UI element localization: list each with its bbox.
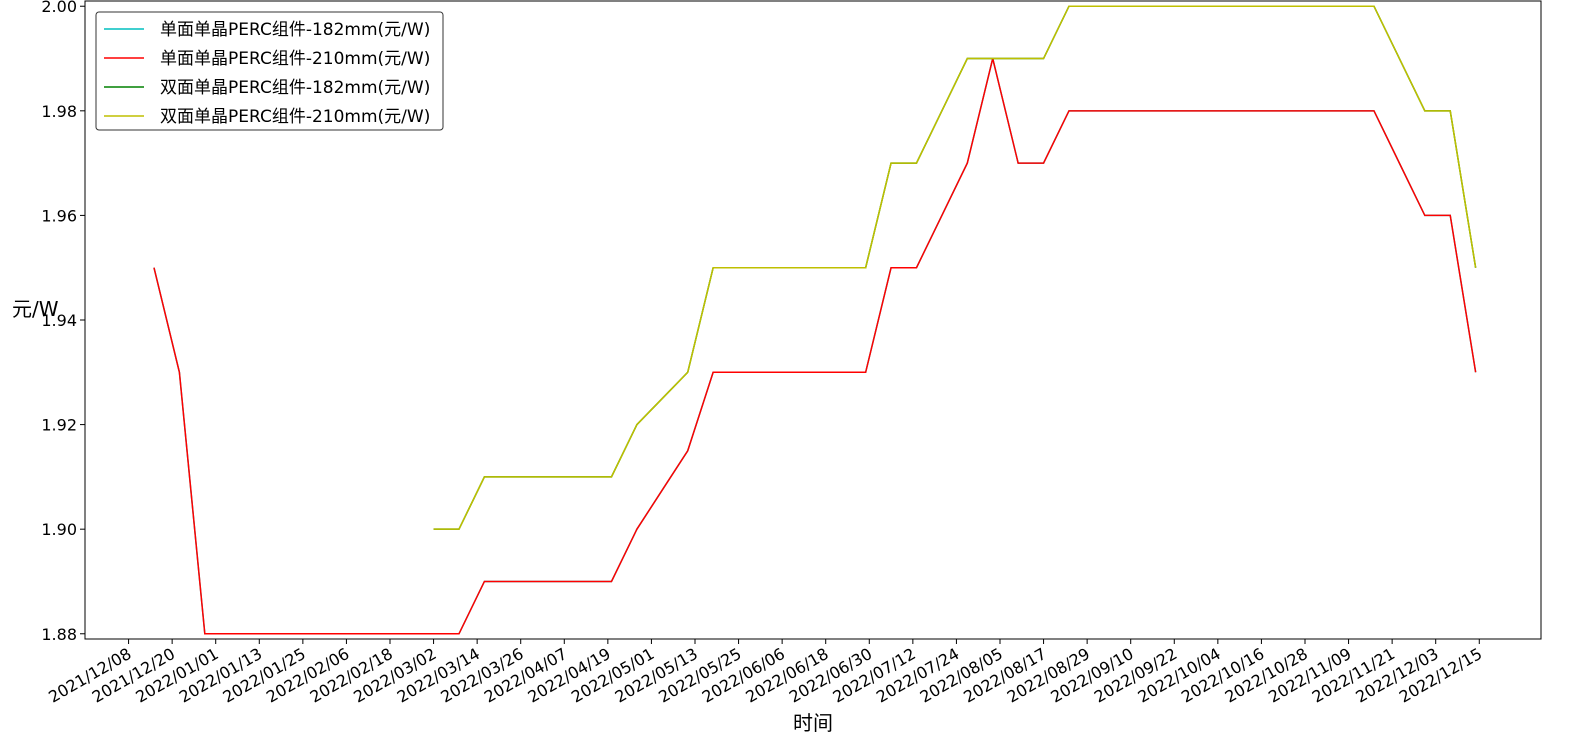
y-tick-label: 1.92	[41, 416, 77, 435]
legend-label: 双面单晶PERC组件-210mm(元/W)	[160, 107, 430, 127]
legend-box	[95, 11, 444, 131]
legend-label: 单面单晶PERC组件-210mm(元/W)	[160, 49, 430, 69]
y-tick-label: 1.88	[41, 625, 77, 644]
legend: 单面单晶PERC组件-182mm(元/W) 单面单晶PERC组件-210mm(元/…	[95, 11, 444, 131]
series-line	[153, 58, 1477, 635]
legend-label: 单面单晶PERC组件-182mm(元/W)	[160, 20, 430, 40]
plot-frame	[84, 0, 1542, 640]
x-axis-label: 时间	[793, 711, 833, 735]
y-tick-label: 1.98	[41, 102, 77, 121]
y-tick-label: 1.96	[41, 206, 77, 225]
y-tick-label: 1.90	[41, 520, 77, 539]
y-axis-label: 元/W	[12, 297, 59, 321]
y-tick-label: 1.94	[41, 311, 77, 330]
series-line	[433, 5, 1477, 530]
legend-label: 双面单晶PERC组件-182mm(元/W)	[160, 78, 430, 98]
y-tick-label: 2.00	[41, 0, 77, 16]
